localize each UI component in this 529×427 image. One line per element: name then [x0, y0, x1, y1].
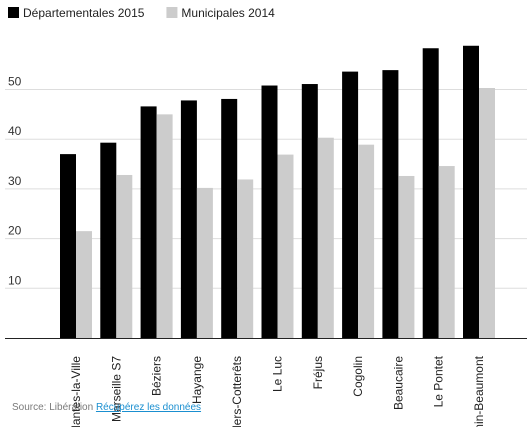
bar-municipales-2014: [116, 174, 133, 338]
x-tick-label: Villers-Cotterêts: [230, 356, 244, 427]
bar-municipales-2014: [76, 231, 92, 338]
bar-departementales-2015: [382, 70, 399, 338]
y-tick-label: 40: [8, 124, 22, 138]
bar-municipales-2014: [196, 187, 213, 338]
x-tick-labels: Mantes-la-Ville Marseille S7 Béziers Hayang…: [69, 355, 486, 427]
bar-departementales-2015: [463, 45, 479, 338]
bars: [60, 45, 495, 339]
bar-municipales-2014: [479, 88, 495, 338]
source-note: Source: Libération Récupérez les données: [12, 402, 201, 413]
x-tick-label: Cogolin: [351, 356, 365, 397]
legend-label: Départementales 2015: [23, 6, 145, 20]
x-tick-label: Le Luc: [271, 356, 285, 392]
y-tick-label: 30: [8, 174, 22, 188]
bar-municipales-2014: [438, 166, 455, 338]
x-tick-label: Marseille S7: [109, 356, 123, 422]
y-tick-labels: 10 20 30 40 50: [8, 75, 22, 288]
bar-departementales-2015: [422, 48, 439, 339]
y-tick-label: 50: [8, 75, 22, 89]
bar-municipales-2014: [277, 154, 294, 338]
bar-departementales-2015: [140, 106, 157, 338]
x-tick-label: Béziers: [150, 356, 164, 396]
x-tick-label: Mantes-la-Ville: [69, 356, 83, 427]
y-tick-label: 10: [8, 273, 22, 287]
x-tick-label: Fréjus: [311, 356, 325, 389]
bar-departementales-2015: [180, 100, 197, 339]
download-data-link[interactable]: Récupérez les données: [95, 402, 202, 413]
bar-municipales-2014: [156, 114, 173, 338]
bar-departementales-2015: [60, 154, 76, 338]
x-tick-label: Beaucaire: [391, 356, 405, 410]
bar-departementales-2015: [301, 84, 318, 339]
bar-municipales-2014: [398, 175, 415, 338]
x-tick-label: Le Pontet: [432, 355, 446, 407]
legend-swatch: [166, 7, 178, 18]
bar-municipales-2014: [358, 144, 375, 338]
bar-departementales-2015: [100, 142, 117, 338]
bar-departementales-2015: [261, 85, 278, 338]
legend-swatch: [8, 7, 19, 18]
legend: Départementales 2015 Municipales 2014: [8, 6, 275, 20]
bar-departementales-2015: [221, 98, 238, 339]
bar-departementales-2015: [342, 71, 359, 338]
bar-municipales-2014: [317, 137, 334, 338]
y-tick-label: 20: [8, 224, 22, 238]
legend-label: Municipales 2014: [181, 6, 275, 20]
bar-municipales-2014: [237, 179, 254, 338]
x-tick-label: Hayange: [190, 356, 204, 404]
source-label: Source: Libération: [12, 402, 94, 413]
x-tick-label: Hénin-Beaumont: [472, 355, 486, 427]
